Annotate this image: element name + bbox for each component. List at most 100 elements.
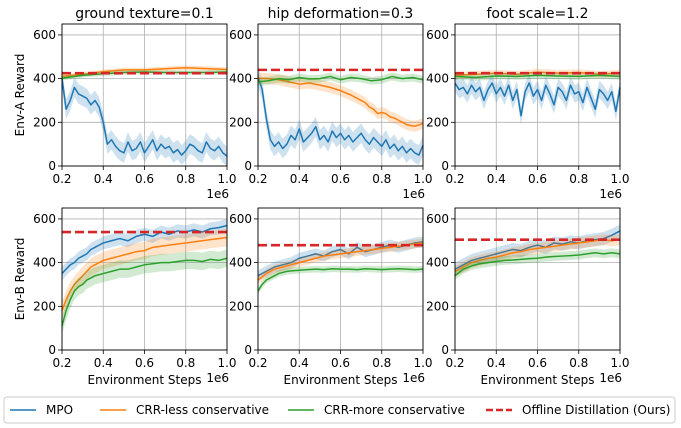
x-tick-label: 1.0 — [610, 172, 629, 186]
x-tick-label: 0.2 — [52, 356, 71, 370]
x-axis-label: Environment Steps — [283, 373, 397, 387]
y-tick-label: 600 — [426, 28, 449, 42]
legend-label: Offline Distillation (Ours) — [522, 403, 670, 417]
y-tick-label: 400 — [33, 72, 56, 86]
series-crr-less-conservative — [257, 72, 424, 132]
panel-1: 0.2 0.4 0.6 0.8 1.0 0 200 400 600 1e6 ground textu… — [13, 6, 237, 201]
line-crr-less-conservative — [454, 238, 621, 273]
legend-entry-mpo: MPO — [10, 403, 73, 417]
x-tick-label: 0.4 — [94, 356, 113, 370]
x-tick-label: 1.0 — [217, 356, 236, 370]
x-tick-label: 1.0 — [413, 356, 432, 370]
legend-entry-offline-distillation-ours: Offline Distillation (Ours) — [486, 403, 670, 417]
x-tick-label: 0.6 — [528, 172, 547, 186]
x-tick-label: 0.8 — [176, 356, 195, 370]
band-crr-more-conservative — [62, 249, 227, 335]
legend: MPO CRR-less conservative CRR-more conserv… — [3, 396, 676, 424]
legend-label: CRR-less conservative — [136, 403, 269, 417]
x-tick-label: 0.6 — [528, 356, 547, 370]
band-crr-less-conservative — [455, 234, 620, 277]
y-tick-label: 0 — [244, 159, 252, 173]
y-tick-label: 0 — [48, 343, 56, 357]
series-mpo — [61, 218, 228, 281]
x-tick-label: 0.6 — [331, 356, 350, 370]
x-tick-label: 0.2 — [248, 356, 267, 370]
line-crr-more-conservative — [454, 252, 621, 277]
x-multiplier: 1e6 — [599, 371, 622, 385]
x-tick-label: 0.8 — [569, 356, 588, 370]
band-crr-less-conservative — [258, 238, 423, 285]
series-mpo — [61, 68, 228, 166]
panel-title: foot scale=1.2 — [486, 6, 588, 22]
y-tick-label: 200 — [426, 299, 449, 313]
series-mpo — [454, 74, 621, 125]
x-tick-label: 0.4 — [487, 172, 506, 186]
y-tick-label: 600 — [229, 28, 252, 42]
series-crr-more-conservative — [257, 72, 424, 86]
x-axis-label: Environment Steps — [480, 373, 594, 387]
y-tick-label: 600 — [33, 28, 56, 42]
panel-5: 0.2 0.4 0.6 0.8 1.0 0 200 400 600 1e6 Environment … — [229, 207, 433, 387]
y-tick-label: 0 — [441, 343, 449, 357]
x-tick-label: 1.0 — [610, 356, 629, 370]
y-tick-label: 400 — [229, 256, 252, 270]
x-multiplier: 1e6 — [206, 187, 229, 201]
panel-3: 0.2 0.4 0.6 0.8 1.0 0 200 400 600 1e6 foot scale=1… — [426, 6, 629, 201]
x-tick-label: 0.2 — [52, 172, 71, 186]
y-tick-label: 0 — [48, 159, 56, 173]
y-tick-label: 600 — [426, 212, 449, 226]
y-tick-label: 400 — [229, 72, 252, 86]
line-crr-more-conservative — [61, 257, 228, 327]
y-tick-label: 200 — [33, 115, 56, 129]
legend-label: MPO — [46, 403, 73, 417]
x-tick-label: 0.2 — [248, 172, 267, 186]
y-tick-label: 600 — [229, 212, 252, 226]
legend-entry-crr-more-conservative: CRR-more conservative — [288, 403, 465, 417]
x-tick-label: 0.8 — [372, 172, 391, 186]
series-crr-less-conservative — [61, 228, 228, 320]
series-crr-more-conservative — [257, 265, 424, 295]
band-crr-more-conservative — [258, 265, 423, 295]
x-multiplier: 1e6 — [402, 187, 425, 201]
panel-title: hip deformation=0.3 — [268, 6, 414, 22]
series-crr-more-conservative — [61, 249, 228, 335]
x-tick-label: 1.0 — [217, 172, 236, 186]
series-crr-less-conservative — [257, 238, 424, 285]
y-axis-label: Env-A Reward — [13, 54, 27, 137]
line-crr-less-conservative — [61, 236, 228, 311]
x-tick-label: 0.6 — [135, 172, 154, 186]
series-crr-more-conservative — [454, 248, 621, 281]
panel-6: 0.2 0.4 0.6 0.8 1.0 0 200 400 600 1e6 Environment … — [426, 207, 630, 387]
y-tick-label: 200 — [229, 115, 252, 129]
x-tick-label: 0.8 — [569, 172, 588, 186]
x-axis-label: Environment Steps — [87, 373, 201, 387]
x-tick-label: 0.8 — [372, 356, 391, 370]
x-tick-label: 0.4 — [94, 172, 113, 186]
y-axis-label: Env-B Reward — [13, 238, 27, 321]
x-multiplier: 1e6 — [206, 371, 229, 385]
x-tick-label: 0.4 — [290, 172, 309, 186]
x-tick-label: 0.4 — [290, 356, 309, 370]
y-tick-label: 400 — [426, 256, 449, 270]
y-tick-label: 200 — [33, 299, 56, 313]
x-tick-label: 0.6 — [331, 172, 350, 186]
x-tick-label: 0.2 — [445, 356, 464, 370]
band-mpo — [62, 218, 227, 281]
y-tick-label: 600 — [33, 212, 56, 226]
series-mpo — [257, 66, 424, 165]
legend-frame — [3, 396, 676, 424]
x-multiplier: 1e6 — [599, 187, 622, 201]
x-tick-label: 0.6 — [135, 356, 154, 370]
y-tick-label: 400 — [426, 72, 449, 86]
line-crr-less-conservative — [257, 242, 424, 281]
x-multiplier: 1e6 — [402, 371, 425, 385]
x-tick-label: 0.4 — [487, 356, 506, 370]
line-mpo — [61, 78, 228, 157]
line-crr-less-conservative — [257, 77, 424, 127]
band-mpo — [455, 224, 620, 276]
y-tick-label: 400 — [33, 256, 56, 270]
x-tick-label: 1.0 — [413, 172, 432, 186]
line-crr-more-conservative — [257, 267, 424, 292]
y-tick-label: 0 — [441, 159, 449, 173]
